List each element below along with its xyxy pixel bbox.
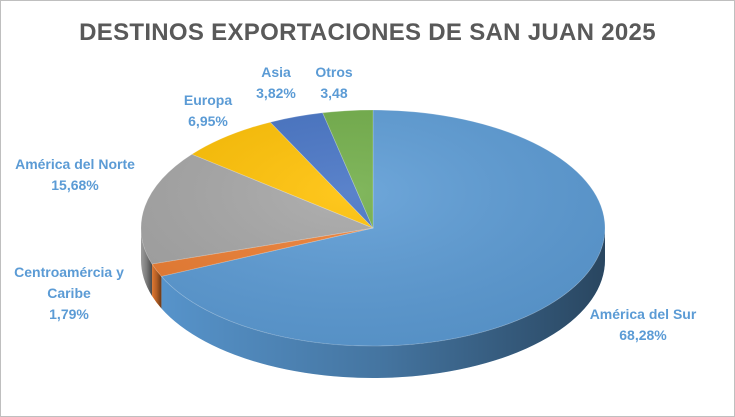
slice-label-centroamercia-y-caribe: Centroamércia y Caribe 1,79% bbox=[14, 264, 124, 322]
slice-label-asia: Asia 3,82% bbox=[256, 64, 296, 101]
pie-side-america-del-sur bbox=[161, 228, 605, 378]
slice-label-europa: Europa 6,95% bbox=[184, 92, 232, 129]
slice-label-otros: Otros 3,48 bbox=[315, 64, 353, 101]
chart-title: DESTINOS EXPORTACIONES DE SAN JUAN 2025 bbox=[79, 19, 656, 46]
slice-label-america-del-sur: América del Sur 68,28% bbox=[590, 306, 697, 343]
pie-side-centroamercia-y-caribe bbox=[152, 263, 162, 309]
slice-label-america-del-norte: América del Norte 15,68% bbox=[15, 156, 135, 193]
pie-side-america-del-norte bbox=[141, 228, 153, 296]
pie-top-sheen bbox=[141, 110, 605, 346]
